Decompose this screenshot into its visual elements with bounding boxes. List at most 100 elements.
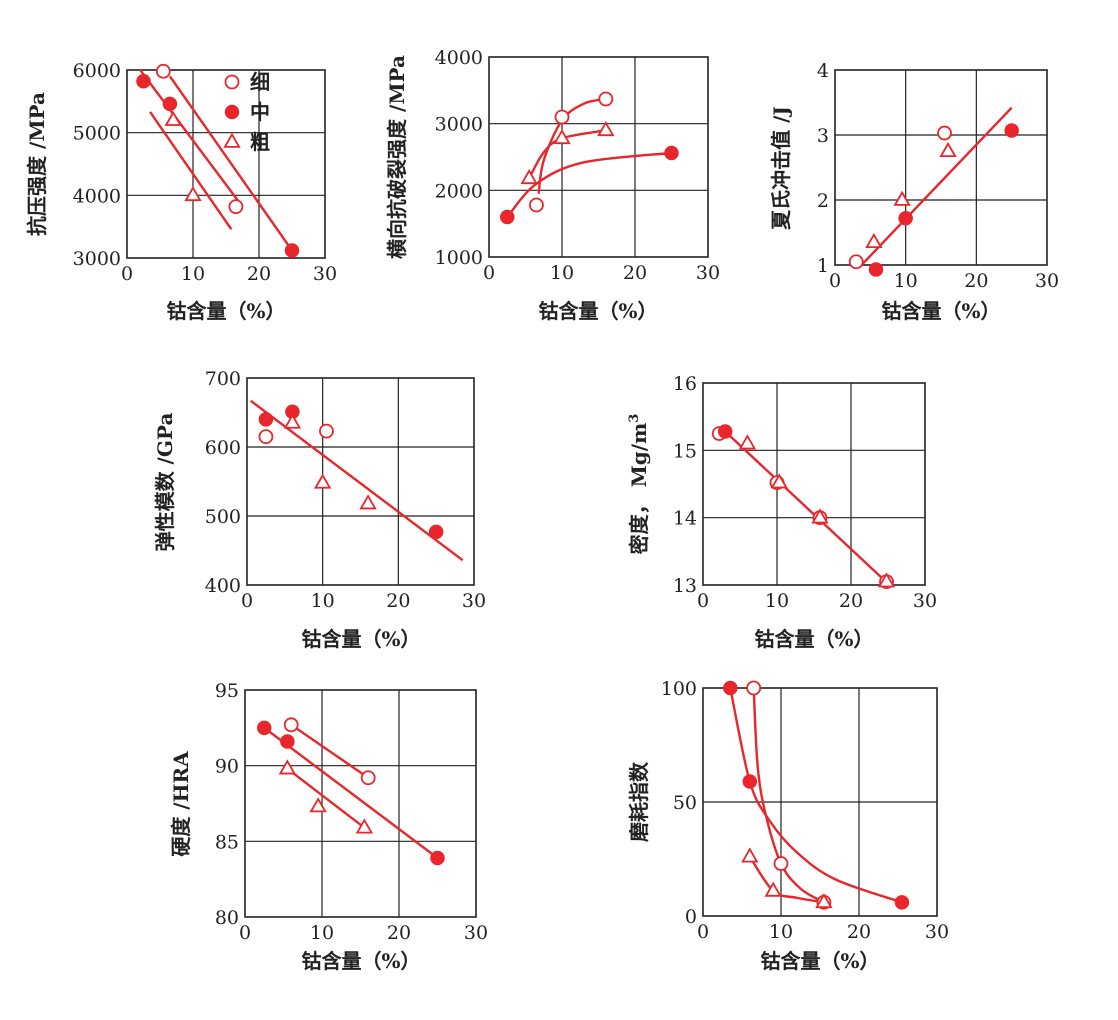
plot-frame [246, 377, 475, 586]
legend-marker-filled-circle [224, 104, 240, 120]
y-tick-label: 500 [205, 506, 241, 528]
trend-line [286, 767, 366, 829]
x-tick-label: 20 [847, 921, 871, 943]
data-point-open-triangle [764, 881, 782, 897]
data-point-filled-circle [898, 210, 913, 226]
data-point-open-triangle [738, 434, 757, 450]
x-tick-label: 0 [121, 263, 133, 285]
y-axis-title-text: 硬度 /HRA [169, 751, 193, 857]
x-tick-label: 10 [769, 921, 793, 943]
y-tick-label: 4000 [435, 47, 483, 69]
x-tick-label: 30 [925, 921, 949, 943]
data-point-open-circle [773, 856, 789, 871]
trend-line [748, 856, 825, 904]
trend-line [263, 726, 439, 859]
y-axis-title-text: 密度， Mg/m [627, 423, 651, 555]
data-point-open-circle [360, 770, 376, 786]
y-axis-title-text: 弹性模数 /GPa [153, 413, 177, 552]
data-point-filled-circle [280, 734, 295, 749]
x-tick-label: 0 [829, 270, 841, 292]
data-point-filled-circle [868, 262, 884, 277]
data-point-open-triangle [877, 572, 896, 588]
plot-frame [244, 689, 477, 918]
y-tick-label: 0 [685, 906, 697, 928]
data-point-filled-circle [894, 895, 910, 910]
trend-line [290, 723, 369, 779]
y-tick-label: 3 [817, 125, 829, 147]
y-axis-title: 横向抗破裂强度 /MPa [385, 55, 409, 259]
trend-line [729, 687, 903, 904]
x-tick-label: 30 [913, 590, 937, 612]
legend-label: 细 [250, 70, 270, 94]
data-point-open-triangle [278, 759, 297, 775]
data-point-open-triangle [893, 190, 911, 206]
data-point-open-circle [258, 429, 274, 445]
data-point-open-circle [529, 197, 544, 213]
data-point-open-circle [283, 717, 299, 733]
data-point-filled-circle [742, 774, 758, 789]
data-point-filled-circle [500, 209, 515, 225]
data-point-open-triangle [164, 110, 182, 126]
trend-line [506, 151, 672, 218]
data-point-open-circle [554, 109, 570, 125]
x-tick-label: 20 [387, 922, 411, 944]
y-tick-label: 3000 [73, 248, 121, 270]
x-tick-label: 0 [241, 590, 253, 612]
data-point-filled-circle [258, 412, 274, 427]
x-tick-label: 20 [839, 590, 863, 612]
y-axis-title: 弹性模数 /GPa [153, 413, 177, 552]
y-axis-title: 密度， Mg/m3 [627, 414, 651, 555]
y-tick-label: 4 [817, 60, 829, 82]
trend-line [149, 111, 233, 230]
trend-line [724, 430, 889, 585]
y-tick-label: 2000 [435, 180, 483, 202]
data-point-open-triangle [553, 129, 571, 145]
data-point-open-triangle [741, 847, 759, 863]
plot-frame [702, 687, 938, 917]
x-tick-label: 0 [239, 922, 251, 944]
legend: 细中粗 [223, 70, 270, 154]
x-tick-label: 30 [313, 263, 337, 285]
y-axis-title: 硬度 /HRA [169, 751, 193, 857]
chart-compressive: 0 10 20 30 3000 4000 5000 6000 钴含量（%） 抗压强度 /MPa [25, 60, 337, 323]
data-point-filled-circle [717, 424, 733, 439]
chart-density: 0 10 20 30 13 14 15 16 钴含量（%） 密度， Mg/m3 [627, 373, 937, 651]
y-tick-label: 6000 [73, 60, 121, 82]
y-tick-label: 5000 [73, 123, 121, 145]
data-point-filled-circle [1004, 123, 1019, 138]
legend-label: 粗 [250, 130, 270, 154]
plot-frame [834, 69, 1048, 266]
x-axis-title: 钴含量（%） [301, 949, 420, 973]
y-tick-label: 13 [673, 575, 697, 597]
chart-charpy-impact: 0 10 20 30 1 2 3 4 钴含量（%） 夏氏冲击值 /J [769, 60, 1059, 323]
x-axis-title: 钴含量（%） [754, 627, 873, 651]
legend-marker-open-triangle [223, 132, 241, 148]
x-tick-label: 30 [696, 262, 720, 284]
data-point-open-triangle [359, 494, 377, 510]
data-point-filled-circle [723, 680, 738, 696]
y-tick-label: 1 [817, 255, 829, 277]
y-tick-label: 95 [215, 680, 239, 702]
chart-elastic-modulus: 0 10 20 30 400 500 600 700 钴含量（%） 弹性模数 /GPa [153, 368, 486, 651]
data-point-filled-circle [664, 145, 679, 161]
x-axis-title: 钴含量（%） [301, 627, 420, 651]
data-point-filled-circle [162, 96, 178, 112]
y-tick-label: 85 [215, 831, 239, 853]
y-axis-title-text: 抗压强度 /MPa [25, 92, 49, 236]
x-tick-label: 20 [386, 590, 410, 612]
x-tick-label: 10 [311, 590, 335, 612]
x-axis-title: 钴含量（%） [166, 299, 285, 323]
trend-line [168, 75, 293, 252]
trend-line [139, 69, 244, 208]
x-tick-label: 10 [894, 270, 918, 292]
x-tick-label: 0 [697, 921, 709, 943]
y-axis-title: 夏氏冲击值 /J [769, 106, 793, 230]
x-tick-label: 0 [483, 262, 495, 284]
y-tick-label: 50 [673, 792, 697, 814]
y-tick-label: 14 [673, 508, 697, 530]
chart-hardness: 0 10 20 30 80 85 90 95 钴含量（%） 硬度 /HRA [169, 680, 488, 973]
x-tick-label: 30 [462, 590, 486, 612]
data-point-filled-circle [430, 850, 445, 866]
y-tick-label: 3000 [435, 114, 483, 136]
data-point-open-circle [598, 91, 614, 107]
